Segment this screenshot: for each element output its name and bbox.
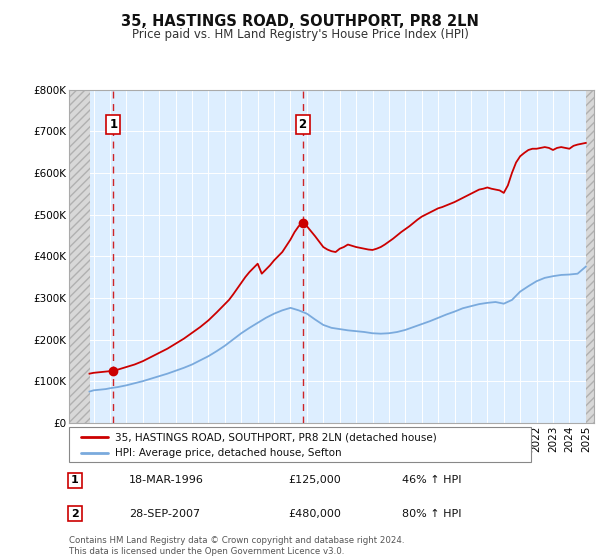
Text: Price paid vs. HM Land Registry's House Price Index (HPI): Price paid vs. HM Land Registry's House … <box>131 28 469 41</box>
Text: £125,000: £125,000 <box>288 475 341 486</box>
Text: HPI: Average price, detached house, Sefton: HPI: Average price, detached house, Seft… <box>115 449 342 458</box>
Text: 46% ↑ HPI: 46% ↑ HPI <box>402 475 461 486</box>
Text: 18-MAR-1996: 18-MAR-1996 <box>129 475 204 486</box>
Text: 35, HASTINGS ROAD, SOUTHPORT, PR8 2LN: 35, HASTINGS ROAD, SOUTHPORT, PR8 2LN <box>121 14 479 29</box>
Text: 28-SEP-2007: 28-SEP-2007 <box>129 508 200 519</box>
Bar <box>586 90 594 423</box>
Text: 2: 2 <box>71 508 79 519</box>
Text: 2: 2 <box>299 118 307 131</box>
FancyBboxPatch shape <box>69 427 531 462</box>
Text: 35, HASTINGS ROAD, SOUTHPORT, PR8 2LN (detached house): 35, HASTINGS ROAD, SOUTHPORT, PR8 2LN (d… <box>115 432 437 442</box>
Text: 1: 1 <box>109 118 118 131</box>
Text: 1: 1 <box>71 475 79 486</box>
Text: 80% ↑ HPI: 80% ↑ HPI <box>402 508 461 519</box>
Text: £480,000: £480,000 <box>288 508 341 519</box>
Bar <box>69 90 89 423</box>
Text: Contains HM Land Registry data © Crown copyright and database right 2024.
This d: Contains HM Land Registry data © Crown c… <box>69 536 404 556</box>
